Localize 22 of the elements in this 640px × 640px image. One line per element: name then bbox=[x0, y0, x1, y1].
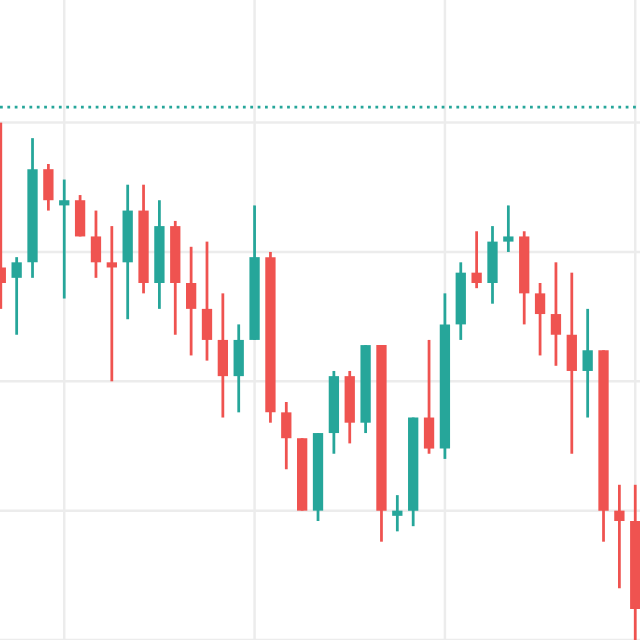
candlestick bbox=[566, 271, 577, 456]
candlestick bbox=[534, 281, 546, 357]
candlestick bbox=[90, 209, 102, 280]
candlestick bbox=[201, 240, 213, 362]
candlestick bbox=[43, 162, 54, 212]
candlestick bbox=[281, 400, 292, 471]
candlestick bbox=[59, 178, 70, 300]
candlestick bbox=[344, 369, 355, 445]
candlestick bbox=[614, 483, 625, 590]
candlestick bbox=[233, 323, 244, 414]
candlestick bbox=[11, 255, 22, 337]
candlestick bbox=[423, 338, 435, 456]
candlestick bbox=[185, 245, 197, 357]
candlestick bbox=[471, 229, 482, 290]
candlestick bbox=[487, 224, 498, 306]
candlestick bbox=[217, 291, 228, 419]
candlestick bbox=[106, 224, 117, 383]
candlestick bbox=[550, 260, 562, 368]
candlestick bbox=[74, 193, 86, 238]
candlestick bbox=[392, 493, 403, 533]
candlestick bbox=[503, 204, 514, 254]
candlestick bbox=[582, 307, 593, 419]
